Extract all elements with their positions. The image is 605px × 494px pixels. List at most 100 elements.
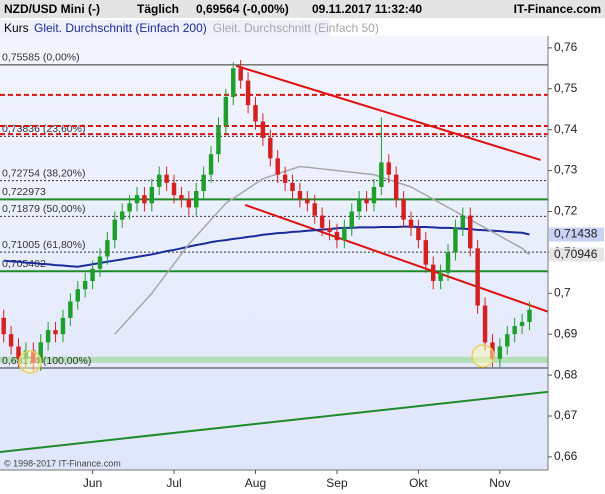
y-tick-label: 0,75 (554, 81, 578, 95)
y-tick-label: 0,68 (554, 367, 578, 381)
x-tick-label: Jun (83, 476, 102, 490)
candle-body (290, 182, 295, 192)
candle-body (393, 174, 399, 200)
highlight-circle (471, 344, 495, 368)
candle-body (305, 199, 310, 204)
candle-body (445, 252, 451, 273)
last-value-label: 0,71438 (554, 227, 598, 241)
candle-body (475, 248, 480, 306)
y-tick-label: 0,73 (554, 163, 578, 177)
trend-line (0, 390, 548, 453)
candle-body (519, 321, 525, 327)
moving-average (114, 165, 530, 335)
candle-body (142, 195, 147, 204)
last-value-label: 0,70946 (554, 247, 598, 261)
candle-body (319, 215, 325, 228)
candle-body (386, 162, 392, 175)
candle-body (423, 240, 429, 265)
candle-body (438, 272, 443, 282)
trend-line (244, 203, 548, 313)
level-label: 0,68174 (100,00%) (2, 355, 91, 367)
candle-body (216, 125, 221, 155)
candle-body (268, 137, 273, 159)
candle-body (364, 199, 369, 204)
header-bar (0, 0, 605, 18)
candle-body (512, 326, 517, 335)
candle-body (430, 264, 436, 282)
candle-body (149, 186, 155, 204)
candle-body (497, 346, 503, 359)
candle-body (53, 330, 58, 335)
candle-body (371, 186, 377, 204)
level-label: 0,71005 (61,80%) (2, 239, 85, 251)
y-tick-label: 0,66 (554, 449, 578, 463)
level-label: 0,722973 (2, 186, 46, 198)
brand: IT-Finance.com (514, 2, 601, 16)
candle-body (171, 182, 177, 196)
candle-body (82, 281, 88, 290)
y-tick-label: 0,67 (554, 408, 578, 422)
candle-body (68, 301, 73, 318)
candle-body (453, 227, 458, 253)
candle-body (356, 199, 362, 212)
x-tick-label: Nov (489, 476, 510, 490)
legend: Kurs Gleit. Durchschnitt (Einfach 200) Gle… (4, 21, 379, 35)
candle-body (231, 68, 236, 97)
candle-body (8, 334, 14, 347)
x-tick-label: Jul (166, 476, 181, 490)
candle-body (468, 215, 473, 249)
title: NZD/USD Mini (-) (4, 2, 100, 16)
candle-body (245, 80, 251, 106)
y-tick-label: 0,69 (554, 326, 578, 340)
candle-body (194, 191, 199, 208)
candle-body (45, 330, 51, 343)
candle-body (16, 346, 21, 359)
candle-body (297, 191, 303, 200)
candle-body (379, 162, 384, 187)
trend-line (235, 64, 541, 161)
candle-body (334, 231, 340, 241)
legend-entry: Gleit. Durchschnitt (Einfach 50) (213, 21, 379, 35)
candle-body (179, 195, 184, 200)
candle-body (505, 334, 510, 347)
candle-body (1, 317, 6, 335)
candle-body (60, 317, 66, 335)
level-label: 0,71879 (50,00%) (2, 203, 85, 215)
x-tick-label: Sep (326, 476, 348, 490)
candle-body (282, 174, 288, 183)
level-label: 0,72754 (38,20%) (2, 167, 85, 179)
level-label: 0,75585 (0,00%) (2, 52, 80, 64)
y-tick-label: 0,7 (554, 285, 571, 299)
legend-entry: Gleit. Durchschnitt (Einfach 200) (34, 21, 207, 35)
candle-body (460, 215, 466, 228)
candle-body (349, 211, 354, 228)
candle-body (201, 174, 206, 192)
copyright: © 1998-2017 IT-Finance.com (4, 458, 121, 468)
candle-body (105, 240, 110, 257)
candle-body (238, 68, 243, 81)
highlight-circle (18, 350, 42, 374)
candle-body (156, 174, 162, 187)
last-value-box (549, 227, 604, 242)
timestamp: 09.11.2017 11:32:40 (312, 2, 422, 16)
y-tick-label: 0,74 (554, 122, 578, 136)
legend-entry: Kurs (4, 21, 29, 35)
candle-body (112, 219, 118, 241)
candle-body (119, 211, 125, 220)
support-band (0, 356, 548, 363)
candle-body (275, 158, 280, 175)
last-value-box (549, 247, 604, 262)
candle-body (134, 195, 140, 204)
candle-body (127, 203, 132, 212)
y-tick-label: 0,76 (554, 40, 578, 54)
last-price: 0,69564 (-0,00%) (196, 2, 289, 16)
candle-body (38, 342, 43, 363)
plot-area (0, 36, 548, 470)
candle-body (75, 289, 80, 302)
candle-body (401, 199, 406, 220)
candle-body (164, 174, 169, 183)
x-tick-label: Aug (245, 476, 266, 490)
candle-body (260, 121, 266, 138)
candle-body (482, 305, 488, 343)
